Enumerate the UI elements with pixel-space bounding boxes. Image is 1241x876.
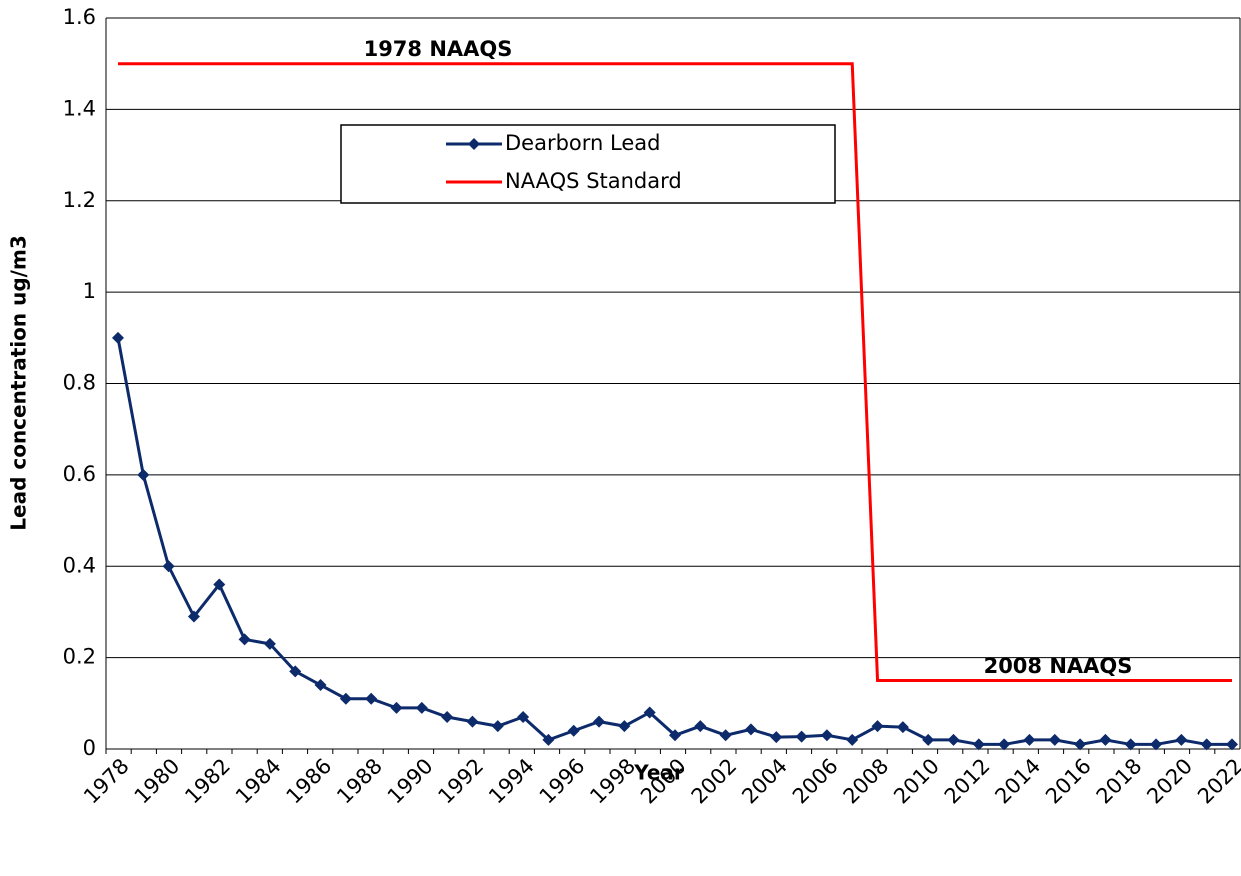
marker [441, 711, 454, 724]
marker [846, 733, 859, 746]
marker [744, 723, 757, 736]
x-axis-title: Year [633, 761, 684, 785]
x-tick-label: 2004 [737, 754, 792, 809]
x-tick-label: 1984 [231, 754, 286, 809]
y-tick-label: 1.2 [63, 188, 96, 212]
marker [567, 724, 580, 737]
marker [871, 720, 884, 733]
marker [1175, 733, 1188, 746]
marker [820, 729, 833, 742]
marker [263, 637, 276, 650]
marker [415, 701, 428, 714]
marker [314, 679, 327, 692]
legend [340, 124, 836, 204]
y-axis-title: Lead concentration ug/m3 [7, 235, 31, 530]
marker [390, 701, 403, 714]
x-tick-label: 2018 [1092, 754, 1147, 809]
y-tick-label: 1 [83, 279, 96, 303]
marker [593, 715, 606, 728]
marker [112, 331, 124, 344]
x-tick-label: 1980 [130, 754, 185, 809]
x-tick-label: 2014 [990, 754, 1045, 809]
x-tick-label: 1978 [79, 754, 134, 809]
x-tick-label: 1986 [282, 754, 337, 809]
y-tick-label: 0.2 [63, 645, 96, 669]
x-tick-label: 2006 [788, 754, 843, 809]
x-tick-label: 2008 [839, 754, 894, 809]
x-tick-label: 2002 [687, 754, 742, 809]
y-tick-label: 0.8 [63, 371, 96, 395]
marker [669, 729, 681, 742]
x-tick-label: 1990 [383, 754, 438, 809]
marker [1023, 733, 1036, 746]
legend-marker [468, 138, 480, 150]
x-tick-label: 1992 [433, 754, 488, 809]
marker [491, 720, 504, 733]
x-tick-label: 1996 [535, 754, 590, 809]
y-tick-label: 0 [83, 736, 96, 760]
marker [289, 665, 302, 678]
x-tick-label: 2016 [1041, 754, 1096, 809]
marker [162, 560, 175, 573]
marker [795, 730, 808, 743]
x-tick-label: 2020 [1142, 754, 1197, 809]
marker [1074, 738, 1087, 751]
marker [1124, 738, 1137, 751]
marker [770, 731, 783, 744]
x-tick-label: 2010 [889, 754, 944, 809]
marker [1099, 733, 1112, 746]
legend-label: Dearborn Lead [505, 131, 660, 155]
x-tick-label: 1998 [585, 754, 640, 809]
marker [694, 720, 707, 733]
marker [947, 733, 960, 746]
marker [238, 633, 251, 646]
x-tick-label: 1988 [332, 754, 387, 809]
marker [517, 711, 530, 724]
marker [643, 706, 656, 719]
marker [365, 692, 378, 705]
marker [972, 738, 985, 751]
marker [213, 578, 226, 591]
x-tick-label: 1994 [484, 754, 539, 809]
marker [339, 692, 352, 705]
marker [896, 721, 909, 734]
x-tick-label: 2022 [1193, 754, 1241, 809]
marker [719, 729, 732, 742]
marker [466, 715, 479, 728]
x-tick-label: 1982 [180, 754, 235, 809]
marker [998, 738, 1011, 751]
x-tick-label: 2012 [940, 754, 995, 809]
marker [137, 468, 150, 481]
marker [542, 733, 555, 746]
series-line [118, 62, 1232, 682]
marker [1226, 738, 1238, 751]
legend-label: NAAQS Standard [505, 169, 682, 193]
marker [1200, 738, 1213, 751]
y-tick-label: 0.4 [63, 553, 96, 577]
marker [1150, 738, 1163, 751]
annotation: 1978 NAAQS [364, 37, 513, 61]
marker [1048, 733, 1061, 746]
y-tick-label: 1.6 [63, 5, 96, 29]
marker [618, 720, 631, 733]
series-line [116, 337, 1232, 746]
y-tick-label: 0.6 [63, 462, 96, 486]
marker [922, 733, 935, 746]
marker [187, 610, 200, 623]
y-tick-label: 1.4 [63, 96, 96, 120]
